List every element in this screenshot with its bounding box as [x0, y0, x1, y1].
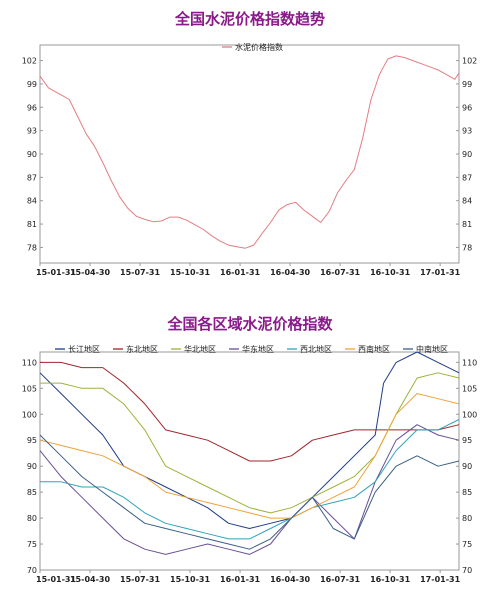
- x-tick-label: 17-01-31: [420, 575, 460, 584]
- y-tick-label-left: 99: [27, 80, 37, 89]
- legend-label: 东北地区: [126, 344, 158, 354]
- y-tick-label-right: 81: [462, 220, 472, 229]
- x-tick-label: 17-01-31: [420, 268, 460, 277]
- y-tick-label-right: 105: [462, 384, 477, 393]
- x-tick-label: 15-10-31: [170, 268, 210, 277]
- y-tick-label-right: 85: [462, 488, 472, 497]
- y-tick-label-right: 78: [462, 243, 472, 252]
- y-tick-label-left: 102: [22, 57, 37, 66]
- series-line-1: [39, 351, 460, 529]
- x-tick-label: 15-07-31: [120, 268, 160, 277]
- y-tick-label-left: 110: [22, 358, 37, 367]
- series-line-7: [39, 434, 460, 550]
- y-tick-label-left: 95: [27, 436, 37, 445]
- y-tick-label-right: 87: [462, 173, 472, 182]
- legend-label: 西北地区: [300, 344, 332, 354]
- x-tick-label: 15-07-31: [120, 575, 160, 584]
- x-tick-label: 16-07-31: [320, 268, 360, 277]
- series-line-2: [40, 361, 460, 462]
- legend-label: 华东地区: [242, 344, 274, 354]
- series-line-4: [39, 424, 460, 555]
- x-tick-label: 16-04-30: [270, 575, 310, 584]
- y-tick-label-right: 84: [462, 197, 472, 206]
- y-tick-label-left: 100: [22, 410, 37, 419]
- x-tick-label: 16-10-31: [370, 268, 410, 277]
- y-tick-label-left: 75: [27, 540, 37, 549]
- series-line-6: [39, 393, 460, 519]
- y-tick-label-left: 96: [27, 103, 37, 112]
- y-tick-label-right: 102: [462, 57, 477, 66]
- x-tick-label: 15-04-30: [70, 268, 110, 277]
- x-tick-label: 15-01-31: [36, 575, 76, 584]
- y-tick-label-left: 80: [27, 514, 37, 523]
- y-tick-label-right: 80: [462, 514, 472, 523]
- y-tick-label-left: 87: [27, 173, 37, 182]
- y-tick-label-right: 100: [462, 410, 477, 419]
- y-tick-label-left: 90: [27, 462, 37, 471]
- series-line-5: [40, 419, 460, 540]
- x-tick-label: 15-04-30: [70, 575, 110, 584]
- y-tick-label-left: 84: [27, 197, 37, 206]
- legend-label: 华北地区: [184, 344, 216, 354]
- x-tick-label: 16-07-31: [320, 575, 360, 584]
- legend-label: 中南地区: [416, 344, 448, 354]
- y-tick-label-right: 99: [462, 80, 472, 89]
- y-tick-label-right: 93: [462, 127, 472, 136]
- legend-label: 水泥价格指数: [235, 42, 283, 52]
- x-tick-label: 16-01-31: [220, 268, 260, 277]
- y-tick-label-right: 90: [462, 150, 472, 159]
- y-tick-label-right: 95: [462, 436, 472, 445]
- national-index-chart: 78 78 81 81 84 84 87 87 90 90 93 93 96 96 99 99 102 102 15…: [22, 42, 478, 277]
- y-tick-label-left: 70: [27, 566, 37, 575]
- y-tick-label-right: 96: [462, 103, 472, 112]
- y-tick-label-left: 90: [27, 150, 37, 159]
- x-tick-label: 15-10-31: [170, 575, 210, 584]
- y-tick-label-right: 90: [462, 462, 472, 471]
- y-tick-label-right: 70: [462, 566, 472, 575]
- x-tick-label: 15-01-31: [36, 268, 76, 277]
- y-tick-label-left: 81: [27, 220, 37, 229]
- y-tick-label-right: 75: [462, 540, 472, 549]
- x-tick-label: 16-10-31: [370, 575, 410, 584]
- y-tick-label-left: 85: [27, 488, 37, 497]
- chart-title-regional: 全国各区域水泥价格指数: [167, 315, 333, 333]
- chart-title-national: 全国水泥价格指数趋势: [174, 10, 325, 28]
- y-tick-label-left: 78: [27, 243, 37, 252]
- x-tick-label: 16-01-31: [220, 575, 260, 584]
- series-line-1: [39, 55, 460, 249]
- y-tick-label-left: 105: [22, 384, 37, 393]
- y-tick-label-left: 93: [27, 127, 37, 136]
- legend-label: 长江地区: [68, 344, 100, 354]
- legend-label: 西南地区: [358, 344, 390, 354]
- y-tick-label-right: 110: [462, 358, 477, 367]
- x-tick-label: 16-04-30: [270, 268, 310, 277]
